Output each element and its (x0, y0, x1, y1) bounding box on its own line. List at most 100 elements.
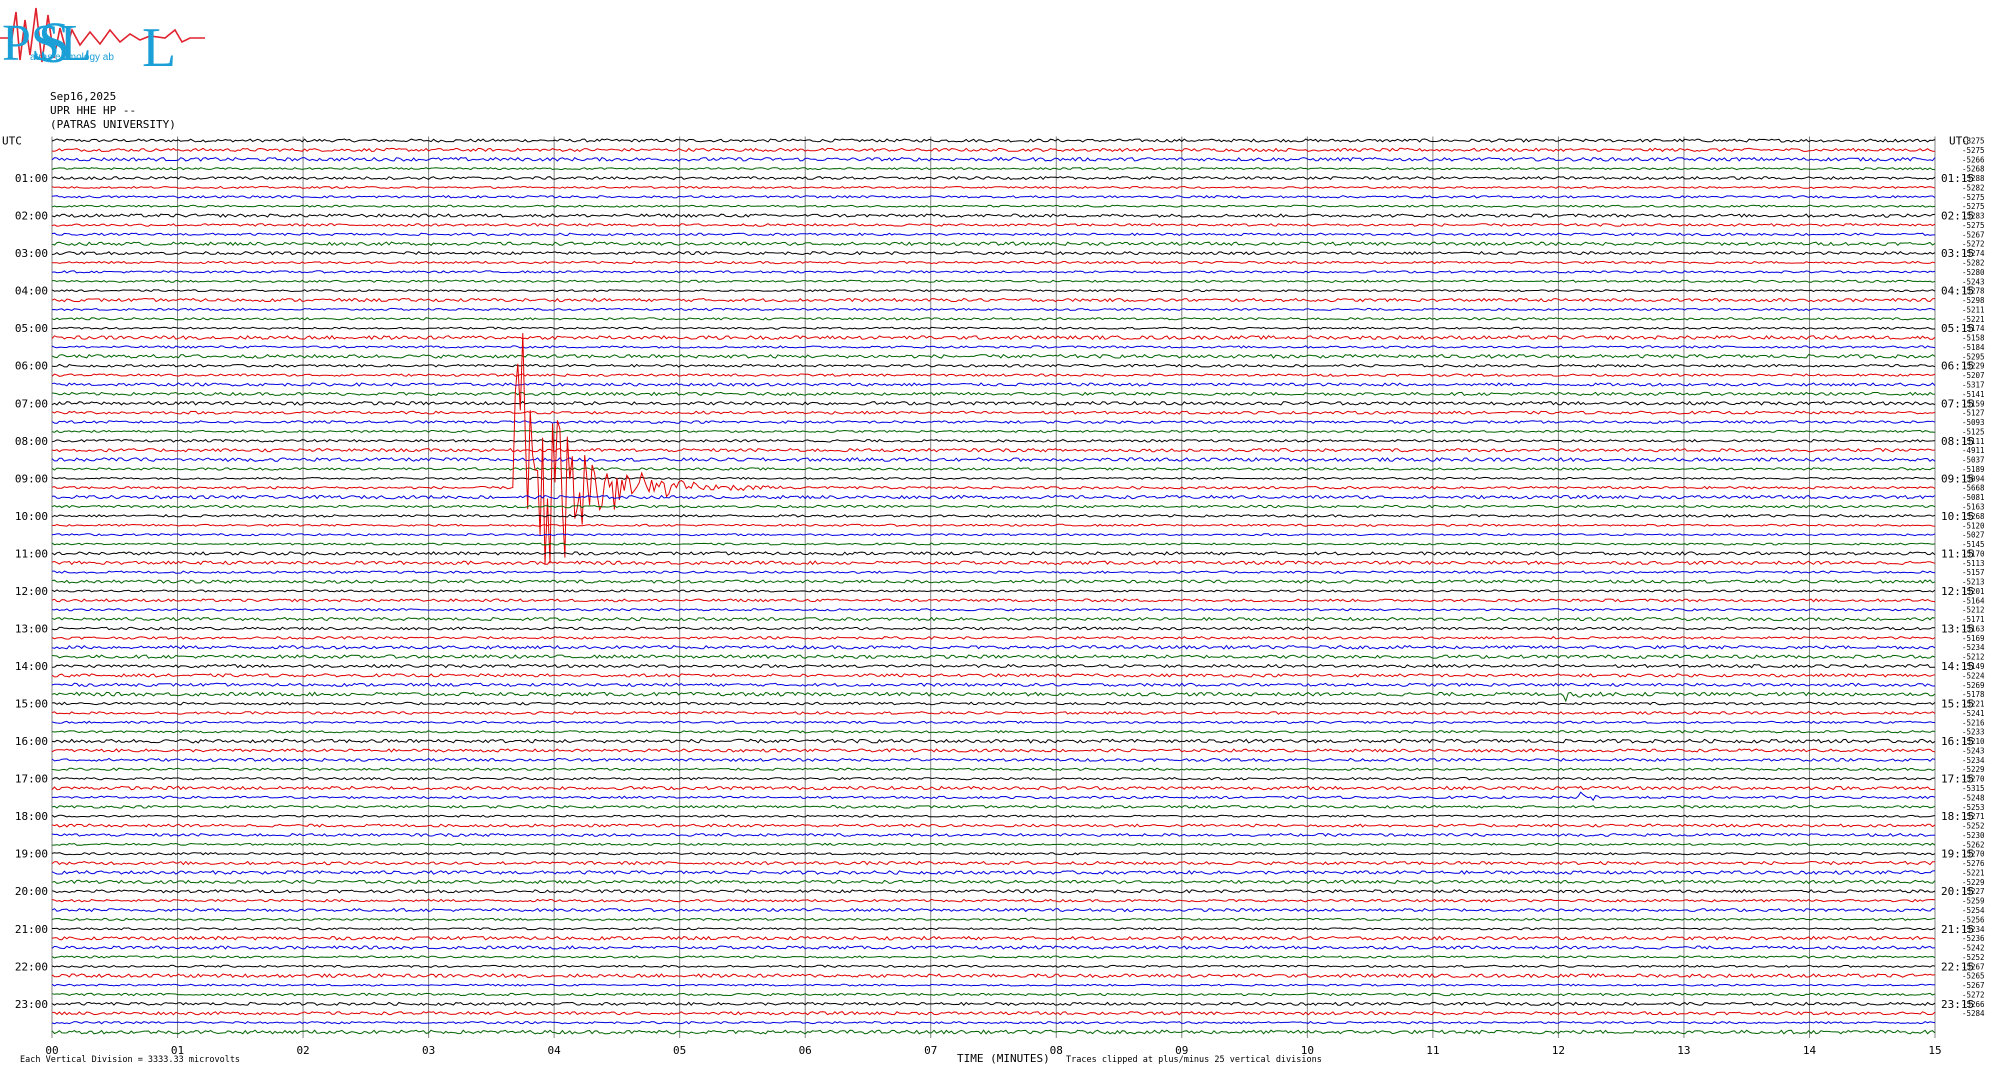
trace-row-72 (51, 814, 1936, 818)
left-hour-label: 14:00 (15, 660, 48, 673)
trace-row-25 (51, 373, 1936, 377)
trace-row-56 (51, 663, 1935, 669)
row-offset-label: -5248 (1962, 793, 1985, 802)
trace-row-68 (51, 776, 1936, 781)
trace-row-88 (51, 964, 1936, 968)
left-hour-label: 17:00 (15, 773, 48, 786)
right-hour-label: 07:15 (1941, 397, 1974, 410)
trace-row-15 (52, 279, 1936, 283)
row-offset-label: -5266 (1962, 1000, 1985, 1009)
left-hour-label: 13:00 (15, 622, 48, 635)
x-tick-label: 01 (171, 1044, 184, 1057)
row-offset-label: -5242 (1962, 944, 1985, 953)
x-tick-label: 14 (1803, 1044, 1817, 1057)
x-tick-label: 04 (548, 1044, 562, 1057)
trace-row-67 (51, 767, 1936, 772)
clipping-note: Traces clipped at plus/minus 25 vertical… (1066, 1055, 1322, 1065)
row-offset-label: -5282 (1962, 258, 1985, 267)
logo-seismogram-line (0, 7, 205, 63)
row-offset-label: -5164 (1962, 596, 1985, 605)
trace-row-75 (52, 842, 1936, 846)
trace-row-79 (51, 879, 1936, 885)
row-offset-label: -5278 (1962, 287, 1985, 296)
trace-row-38 (51, 494, 1936, 500)
row-offset-label: -5229 (1962, 765, 1985, 774)
trace-row-49 (51, 598, 1936, 603)
left-hour-label: 08:00 (15, 435, 48, 448)
row-offset-label: -5037 (1962, 456, 1985, 465)
right-hour-label: 03:15 (1941, 247, 1974, 260)
row-offset-label: -5213 (1962, 578, 1985, 587)
row-offset-label: -5212 (1962, 653, 1985, 662)
trace-row-83 (51, 917, 1936, 922)
row-offset-label: -5275 (1962, 202, 1985, 211)
trace-row-93 (52, 1011, 1936, 1016)
row-offset-label: -5272 (1962, 990, 1985, 999)
trace-row-20 (51, 326, 1936, 330)
left-hour-label: 21:00 (15, 923, 48, 936)
x-axis-title: TIME (MINUTES) (957, 1052, 1050, 1065)
trace-row-21 (51, 334, 1936, 341)
trace-row-89 (51, 973, 1936, 979)
trace-row-30 (51, 420, 1936, 424)
trace-row-42 (51, 533, 1936, 537)
left-hour-label: 16:00 (15, 735, 48, 748)
x-tick-label: 12 (1552, 1044, 1565, 1057)
trace-row-71 (51, 804, 1936, 809)
right-hour-label: 01:15 (1941, 172, 1974, 185)
trace-row-76 (51, 852, 1936, 856)
trace-row-17 (51, 297, 1936, 303)
row-offset-label: -5094 (1962, 474, 1985, 483)
row-offset-label: -5227 (1962, 887, 1985, 896)
left-hour-label: 07:00 (15, 397, 48, 410)
trace-row-14 (51, 270, 1936, 274)
trace-row-54 (51, 644, 1936, 650)
left-hour-label: 15:00 (15, 698, 48, 711)
row-offset-label: -5275 (1962, 193, 1985, 202)
trace-row-6 (51, 195, 1936, 199)
trace-row-57 (51, 673, 1936, 678)
row-offset-label: -5266 (1962, 155, 1985, 164)
right-hour-label: 12:15 (1941, 585, 1974, 598)
trace-row-48 (51, 589, 1936, 593)
trace-row-41 (51, 523, 1936, 527)
row-offset-label: -5270 (1962, 850, 1985, 859)
row-offset-label: -5275 (1962, 221, 1985, 230)
trace-row-7 (51, 204, 1936, 208)
right-hour-label: 21:15 (1941, 923, 1974, 936)
institution-label: (PATRAS UNIVERSITY) (50, 118, 176, 131)
grid-lines (51, 136, 1936, 1038)
row-offset-label: -5163 (1962, 624, 1985, 633)
row-offset-label: -5267 (1962, 962, 1985, 971)
trace-row-3 (51, 167, 1936, 171)
trace-row-39 (51, 504, 1936, 509)
right-hour-label: 18:15 (1941, 810, 1974, 823)
trace-row-81 (51, 898, 1936, 903)
right-hour-label: 19:15 (1941, 848, 1974, 861)
logo-letter-s: S (38, 10, 70, 75)
row-offset-label: -5265 (1962, 972, 1985, 981)
trace-row-8 (51, 213, 1936, 218)
trace-row-2 (51, 156, 1936, 162)
row-offset-label: -4911 (1962, 446, 1985, 455)
row-offset-label: -5111 (1962, 437, 1985, 446)
right-utc-label: UTC (1949, 135, 1969, 148)
x-tick-label: 03 (422, 1044, 435, 1057)
left-hour-label: 02:00 (15, 210, 48, 223)
row-offset-label: -5234 (1962, 643, 1985, 652)
trace-row-82 (51, 907, 1936, 913)
row-offset-label: -5221 (1962, 700, 1985, 709)
row-offset-label: -5149 (1962, 662, 1985, 671)
left-hour-label: 22:00 (15, 960, 48, 973)
row-offset-label: -5145 (1962, 540, 1985, 549)
trace-row-4 (51, 176, 1936, 181)
trace-row-94 (51, 1020, 1936, 1025)
row-offset-label: -5274 (1962, 249, 1985, 258)
left-hour-label: 09:00 (15, 472, 48, 485)
left-hour-label: 05:00 (15, 322, 48, 335)
right-hour-label: 17:15 (1941, 773, 1974, 786)
left-hour-label: 20:00 (15, 885, 48, 898)
row-offset-label: -5243 (1962, 277, 1985, 286)
row-offset-label: -5081 (1962, 493, 1985, 502)
trace-row-46 (52, 570, 1936, 574)
